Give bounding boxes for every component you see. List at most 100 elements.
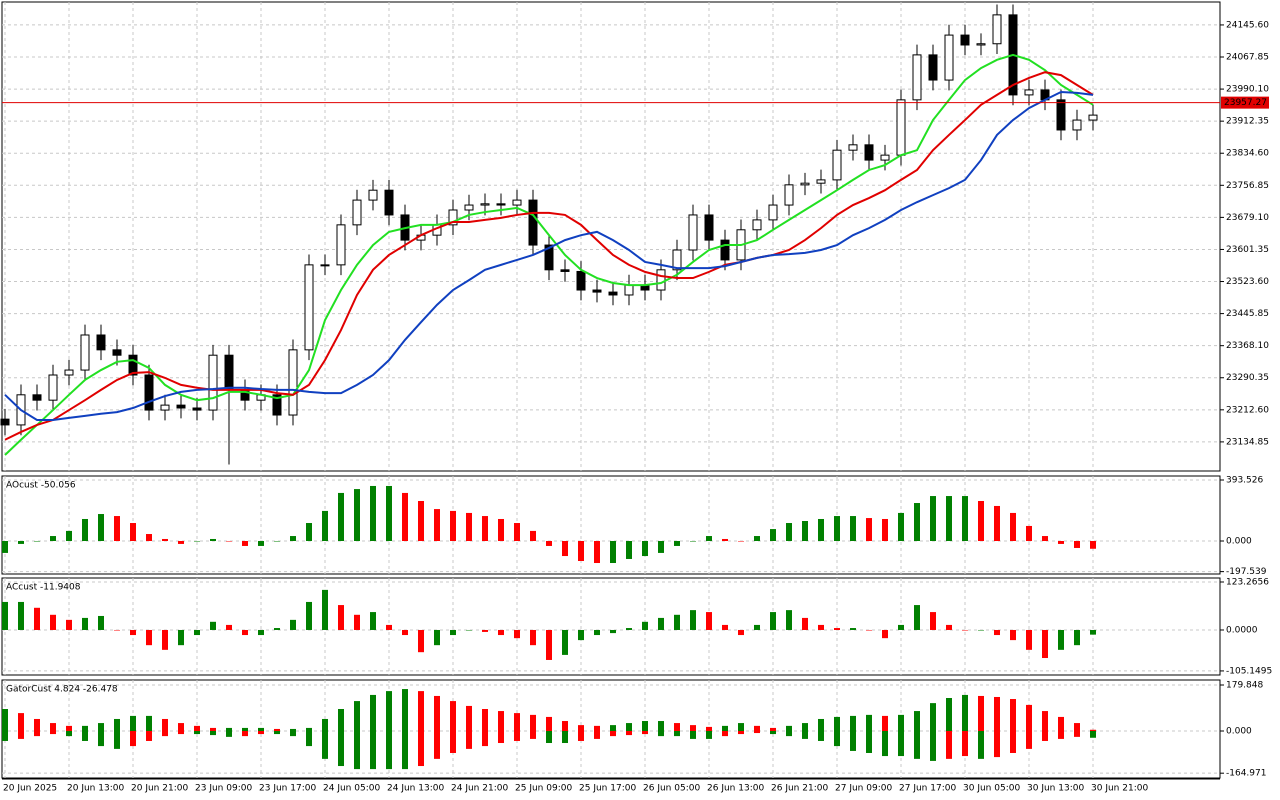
histogram-bar	[162, 629, 168, 650]
histogram-bar	[114, 718, 120, 731]
pane-frame	[1, 1, 1221, 472]
histogram-bar	[706, 536, 712, 541]
candle-body	[32, 394, 42, 401]
histogram-bar	[1042, 730, 1048, 741]
histogram-bar	[418, 730, 424, 767]
pane-title: AOcust -50.056	[6, 481, 76, 491]
histogram-bar	[210, 538, 216, 541]
histogram-bar	[610, 725, 616, 731]
histogram-bar	[178, 730, 184, 735]
histogram-bar	[146, 715, 152, 731]
candle-body	[96, 334, 106, 351]
histogram-bar	[930, 612, 936, 630]
histogram-bar	[514, 730, 520, 741]
histogram-bar	[706, 612, 712, 630]
histogram-bar	[770, 730, 776, 735]
pane-frame	[1, 577, 1221, 676]
histogram-bar	[418, 691, 424, 731]
histogram-bar	[18, 540, 24, 544]
histogram-bar	[18, 730, 24, 739]
histogram-bar	[690, 540, 696, 542]
x-tick-label: 24 Jun 21:00	[451, 784, 508, 794]
histogram-bar	[898, 512, 904, 541]
histogram-bar	[594, 629, 600, 636]
moving-average-line	[4, 71, 1094, 441]
histogram-bar	[722, 725, 728, 731]
candle-body	[880, 154, 890, 161]
histogram-bar	[1090, 540, 1096, 549]
histogram-bar	[418, 501, 424, 541]
histogram-bar	[626, 723, 632, 731]
histogram-bar	[738, 730, 744, 735]
candle-body	[112, 349, 122, 356]
histogram-bar	[690, 610, 696, 630]
histogram-bar	[498, 711, 504, 731]
histogram-bar	[626, 730, 632, 736]
y-tick-label: 0.000	[1226, 536, 1252, 546]
histogram-bar	[834, 730, 840, 747]
histogram-bar	[1074, 723, 1080, 731]
histogram-bar	[1026, 730, 1032, 749]
histogram-bar	[610, 730, 616, 737]
candle-body	[480, 203, 490, 206]
histogram-bar	[50, 730, 56, 735]
histogram-bar	[82, 730, 88, 741]
candle-body	[160, 404, 170, 411]
y-tick-label: 0.000	[1226, 726, 1252, 736]
last-price-label: 23957.27	[1224, 98, 1267, 108]
y-tick-label: -164.971	[1226, 769, 1266, 779]
histogram-bar	[258, 730, 264, 735]
histogram-bar	[626, 540, 632, 559]
histogram-bar	[402, 629, 408, 636]
histogram-bar	[898, 730, 904, 757]
candle-body	[1072, 119, 1082, 131]
histogram-bar	[466, 629, 472, 631]
candle-body	[720, 239, 730, 261]
histogram-bar	[1026, 525, 1032, 541]
histogram-bar	[882, 730, 888, 757]
candle-body	[672, 249, 682, 271]
x-tick-label: 26 Jun 21:00	[771, 784, 828, 794]
candle-body	[704, 214, 714, 241]
candle-body	[912, 54, 922, 101]
candle-body	[448, 209, 458, 226]
histogram-bar	[834, 628, 840, 630]
histogram-bar	[450, 629, 456, 636]
histogram-bar	[546, 629, 552, 660]
histogram-bar	[98, 723, 104, 731]
y-tick-label: 23990.10	[1226, 85, 1269, 95]
histogram-bar	[850, 516, 856, 541]
histogram-bar	[34, 730, 40, 737]
histogram-bar	[1026, 629, 1032, 650]
candle-body	[304, 264, 314, 351]
y-tick-label: -197.539	[1226, 567, 1267, 577]
x-tick-label: 25 Jun 09:00	[515, 784, 572, 794]
histogram-bar	[786, 610, 792, 630]
candle-body	[272, 394, 282, 416]
histogram-bar	[370, 694, 376, 731]
candle-body	[832, 149, 842, 181]
histogram-bar	[738, 629, 744, 636]
histogram-bar	[322, 589, 328, 630]
candle-body	[992, 14, 1002, 45]
histogram-bar	[834, 516, 840, 541]
histogram-bar	[962, 629, 968, 631]
moving-average-line	[4, 53, 1094, 456]
histogram-bar	[178, 629, 184, 646]
histogram-bar	[274, 730, 280, 735]
y-tick-label: 23212.60	[1226, 405, 1269, 415]
histogram-bar	[930, 703, 936, 731]
histogram-bar	[242, 730, 248, 737]
histogram-bar	[994, 696, 1000, 731]
histogram-bar	[322, 718, 328, 731]
histogram-bar	[818, 624, 824, 630]
histogram-bar	[1042, 629, 1048, 659]
y-tick-label: 23601.35	[1226, 245, 1269, 255]
histogram-bar	[194, 730, 200, 735]
histogram-bar	[866, 629, 872, 631]
histogram-bar	[882, 715, 888, 731]
histogram-bar	[226, 727, 232, 731]
candle-body	[864, 144, 874, 161]
histogram-bar	[546, 716, 552, 731]
histogram-bar	[162, 730, 168, 737]
